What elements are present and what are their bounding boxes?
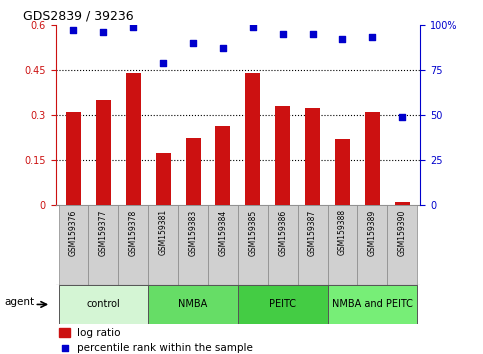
Bar	[305, 108, 320, 205]
Text: agent: agent	[4, 297, 35, 308]
Bar	[88, 205, 118, 285]
Bar	[148, 205, 178, 285]
Bar	[59, 329, 70, 337]
Text: percentile rank within the sample: percentile rank within the sample	[77, 343, 253, 353]
Text: GSM159390: GSM159390	[398, 209, 407, 256]
Text: GSM159388: GSM159388	[338, 209, 347, 256]
Point	[99, 29, 107, 35]
Text: GSM159378: GSM159378	[129, 209, 138, 256]
Bar	[335, 139, 350, 205]
Bar	[178, 205, 208, 285]
Text: GSM159381: GSM159381	[158, 209, 168, 256]
Bar	[357, 205, 387, 285]
Point	[398, 114, 406, 120]
Bar	[327, 205, 357, 285]
Point	[369, 35, 376, 40]
Text: GSM159376: GSM159376	[69, 209, 78, 256]
Bar	[327, 285, 417, 324]
Text: GDS2839 / 39236: GDS2839 / 39236	[23, 9, 133, 22]
Bar	[118, 205, 148, 285]
Text: GSM159384: GSM159384	[218, 209, 227, 256]
Bar	[268, 205, 298, 285]
Bar	[66, 112, 81, 205]
Point	[249, 24, 256, 29]
Text: GSM159385: GSM159385	[248, 209, 257, 256]
Point	[339, 36, 346, 42]
Text: log ratio: log ratio	[77, 328, 121, 338]
Bar	[238, 285, 327, 324]
Point	[219, 45, 227, 51]
Text: GSM159389: GSM159389	[368, 209, 377, 256]
Point	[279, 31, 286, 37]
Text: NMBA and PEITC: NMBA and PEITC	[332, 299, 413, 309]
Point	[129, 24, 137, 29]
Bar	[215, 126, 230, 205]
Bar	[275, 106, 290, 205]
Point	[309, 31, 316, 37]
Bar	[148, 285, 238, 324]
Bar	[185, 138, 200, 205]
Text: NMBA: NMBA	[178, 299, 208, 309]
Bar	[387, 205, 417, 285]
Text: GSM159387: GSM159387	[308, 209, 317, 256]
Bar	[395, 202, 410, 205]
Text: control: control	[86, 299, 120, 309]
Point	[70, 27, 77, 33]
Bar	[96, 100, 111, 205]
Text: PEITC: PEITC	[269, 299, 296, 309]
Bar	[208, 205, 238, 285]
Text: GSM159386: GSM159386	[278, 209, 287, 256]
Point	[61, 345, 69, 351]
Bar	[156, 153, 170, 205]
Point	[189, 40, 197, 46]
Bar	[245, 73, 260, 205]
Bar	[58, 285, 148, 324]
Bar	[298, 205, 327, 285]
Text: GSM159377: GSM159377	[99, 209, 108, 256]
Bar	[365, 112, 380, 205]
Text: GSM159383: GSM159383	[188, 209, 198, 256]
Point	[159, 60, 167, 65]
Bar	[58, 205, 88, 285]
Bar	[238, 205, 268, 285]
Bar	[126, 73, 141, 205]
